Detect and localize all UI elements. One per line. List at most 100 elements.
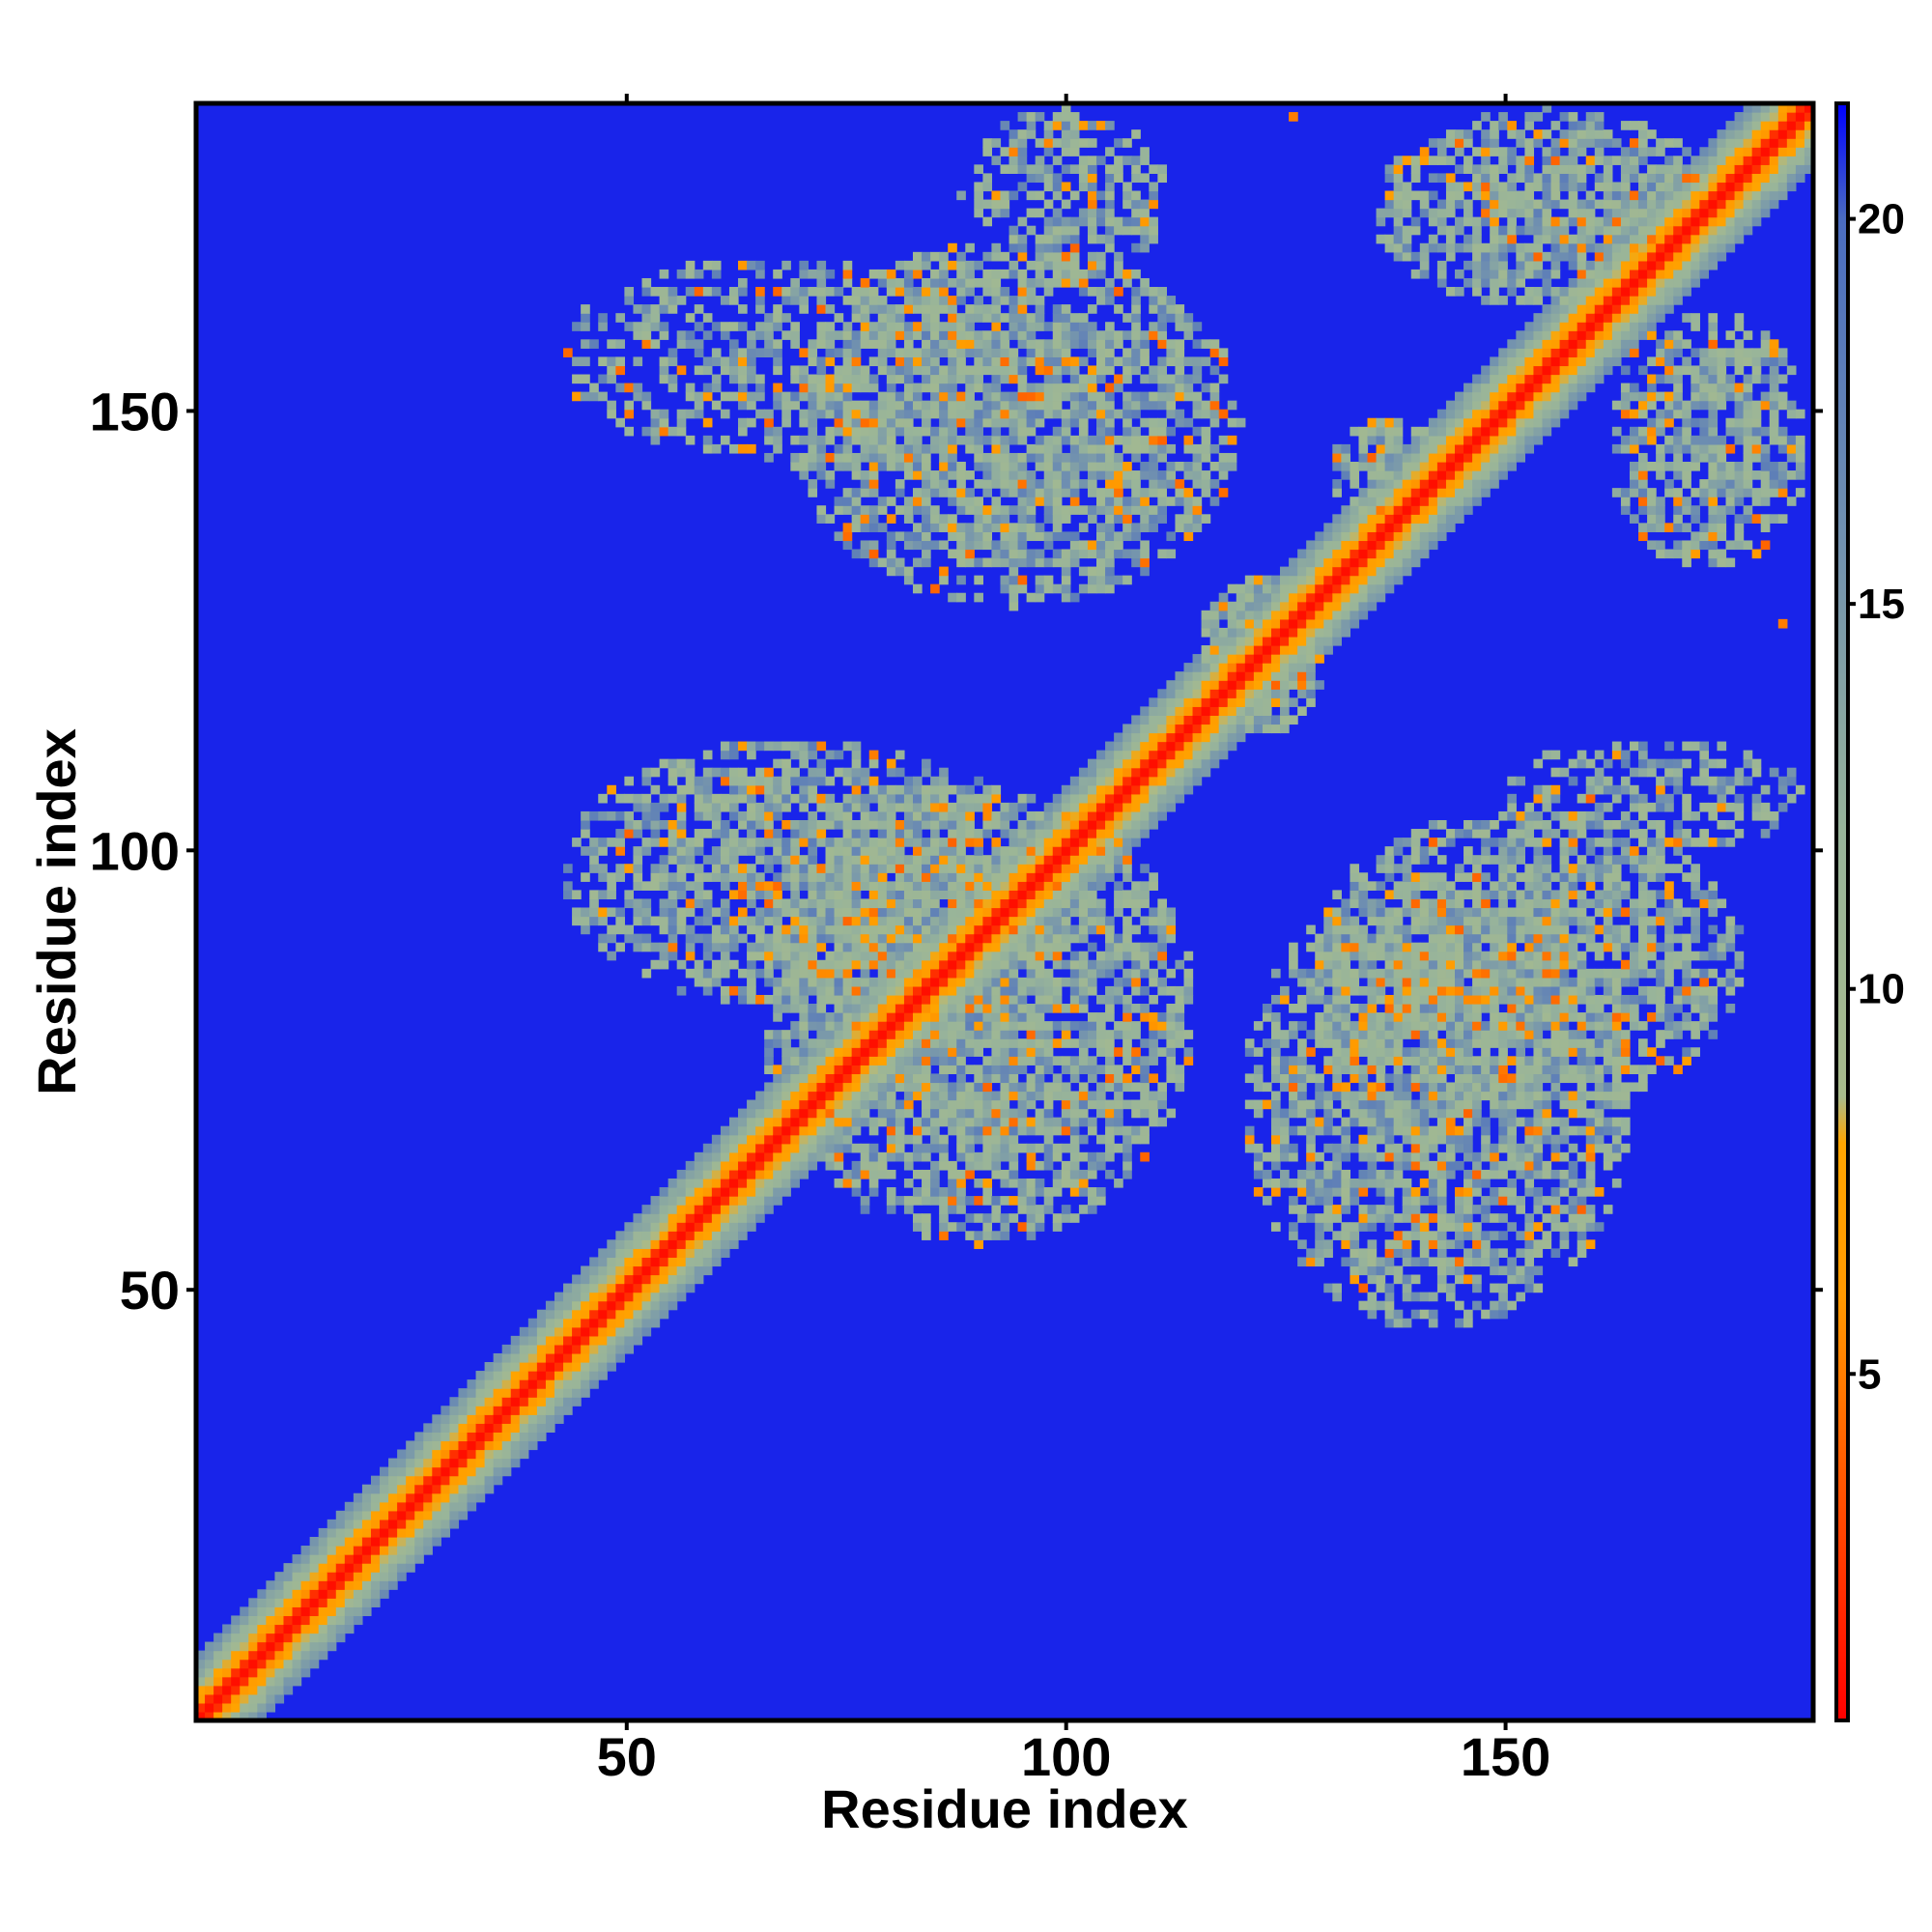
heatmap-cell	[1009, 190, 1019, 201]
heatmap-cell	[738, 933, 748, 944]
heatmap-cell	[1035, 864, 1045, 873]
heatmap-cell	[948, 810, 957, 821]
heatmap-cell	[842, 1169, 853, 1179]
heatmap-cell	[1069, 1117, 1080, 1127]
heatmap-cell	[1009, 985, 1019, 996]
heatmap-cell	[1149, 750, 1158, 760]
heatmap-cell	[790, 994, 800, 1005]
heatmap-cell	[738, 741, 748, 752]
heatmap-cell	[808, 784, 818, 795]
heatmap-cell	[868, 514, 879, 524]
heatmap-cell	[213, 1641, 223, 1652]
heatmap-cell	[1026, 322, 1037, 331]
heatmap-cell	[572, 838, 582, 847]
heatmap-cell	[1131, 1056, 1141, 1065]
heatmap-cell	[982, 138, 993, 148]
heatmap-cell	[1140, 1082, 1150, 1093]
heatmap-cell	[842, 838, 853, 847]
heatmap-cell	[1026, 881, 1037, 891]
heatmap-cell	[1105, 985, 1115, 996]
heatmap-cell	[545, 1406, 555, 1415]
heatmap-cell	[922, 1196, 931, 1206]
heatmap-cell	[886, 977, 896, 987]
heatmap-cell	[939, 470, 949, 480]
heatmap-cell	[1105, 1012, 1115, 1022]
heatmap-cell	[475, 1440, 486, 1451]
heatmap-cell	[624, 409, 635, 419]
heatmap-cell	[1009, 330, 1019, 340]
heatmap-cell	[728, 750, 739, 760]
heatmap-cell	[868, 443, 879, 454]
heatmap-cell	[1175, 1038, 1185, 1048]
heatmap-cell	[1157, 951, 1167, 961]
heatmap-cell	[1078, 208, 1089, 218]
heatmap-cell	[1122, 924, 1132, 935]
heatmap-cell	[939, 260, 949, 270]
heatmap-cell	[877, 942, 888, 952]
heatmap-cell	[1043, 234, 1054, 244]
heatmap-cell	[868, 557, 879, 568]
heatmap-cell	[641, 846, 652, 856]
heatmap-cell	[834, 898, 844, 909]
heatmap-cell	[1078, 322, 1089, 331]
heatmap-cell	[922, 1187, 931, 1197]
heatmap-cell	[842, 846, 853, 856]
heatmap-cell	[527, 1423, 538, 1433]
heatmap-cell	[1149, 924, 1158, 935]
heatmap-cell	[930, 339, 940, 349]
heatmap-cell	[1166, 1038, 1177, 1048]
heatmap-cell	[956, 1082, 966, 1093]
heatmap-cell	[589, 1362, 599, 1372]
heatmap-cell	[231, 1667, 241, 1678]
heatmap-cell	[676, 1196, 687, 1206]
heatmap-cell	[1052, 443, 1063, 454]
heatmap-cell	[877, 1117, 888, 1127]
heatmap-cell	[912, 784, 923, 795]
heatmap-cell	[956, 287, 966, 297]
heatmap-cell	[720, 1231, 730, 1240]
heatmap-cell	[1078, 216, 1089, 227]
heatmap-cell	[1131, 750, 1141, 760]
heatmap-cell	[1026, 112, 1037, 122]
heatmap-cell	[370, 1546, 381, 1555]
heatmap-cell	[974, 994, 983, 1005]
heatmap-cell	[711, 968, 722, 979]
heatmap-cell	[773, 829, 782, 838]
heatmap-cell	[1078, 383, 1089, 393]
heatmap-cell	[1183, 767, 1194, 778]
heatmap-cell	[939, 417, 949, 428]
heatmap-cell	[808, 400, 818, 411]
heatmap-cell	[1000, 488, 1010, 497]
heatmap-cell	[808, 356, 818, 367]
heatmap-cell	[1026, 452, 1037, 463]
heatmap-cell	[1096, 583, 1106, 594]
heatmap-cell	[728, 1160, 739, 1171]
heatmap-cell	[1017, 872, 1028, 882]
heatmap-cell	[860, 985, 870, 996]
heatmap-cell	[1069, 383, 1080, 393]
heatmap-cell	[903, 1178, 914, 1188]
heatmap-cell	[1017, 1021, 1028, 1031]
heatmap-cell	[1026, 531, 1037, 542]
heatmap-cell	[1069, 277, 1080, 288]
heatmap-cell	[554, 1388, 564, 1398]
heatmap-cell	[974, 1231, 983, 1240]
heatmap-cell	[1026, 916, 1037, 926]
heatmap-cell	[501, 1362, 512, 1372]
heatmap-cell	[406, 1554, 415, 1564]
heatmap-cell	[1096, 470, 1106, 480]
heatmap-cell	[659, 287, 669, 297]
heatmap-cell	[912, 348, 923, 358]
heatmap-cell	[589, 846, 599, 856]
heatmap-cell	[266, 1641, 276, 1652]
heatmap-cell	[956, 951, 966, 961]
heatmap-cell	[982, 959, 993, 970]
heatmap-cell	[1114, 898, 1123, 909]
heatmap-cell	[607, 1335, 616, 1346]
heatmap-cell	[930, 855, 940, 865]
heatmap-cell	[423, 1510, 433, 1520]
heatmap-cell	[1069, 497, 1080, 506]
heatmap-cell	[816, 1056, 827, 1065]
heatmap-cell	[1131, 741, 1141, 752]
heatmap-cell	[1035, 348, 1045, 358]
